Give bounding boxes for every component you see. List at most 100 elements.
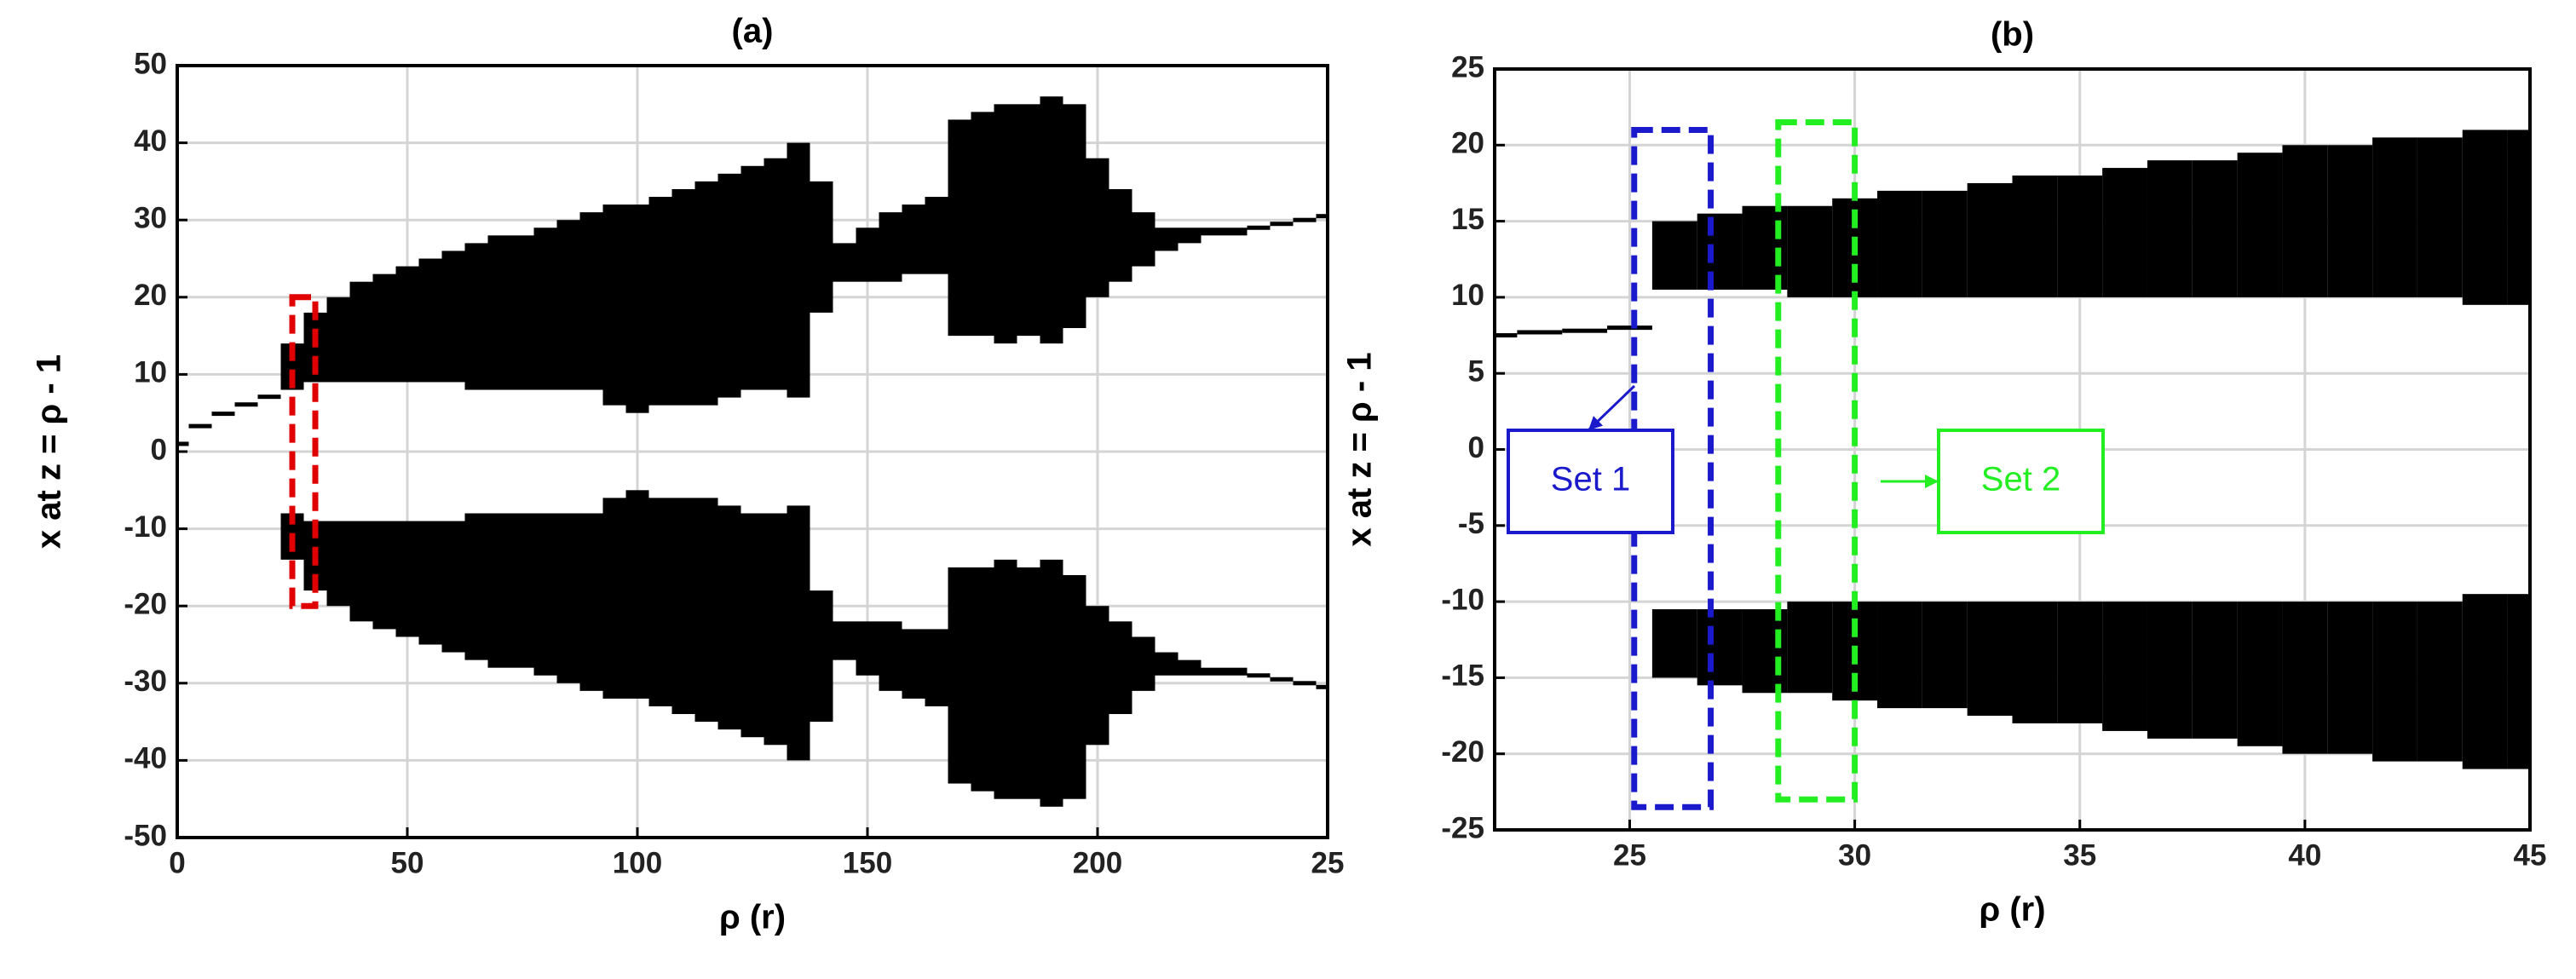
range-bar — [579, 513, 603, 691]
range-bar — [2102, 168, 2147, 297]
range-bar — [2192, 602, 2238, 739]
range-bar — [810, 590, 833, 723]
x-tick-label: 50 — [391, 846, 424, 879]
y-tick-label: -25 — [1441, 811, 1484, 844]
x-tick-label: 35 — [2063, 838, 2096, 872]
range-bar — [1063, 574, 1086, 799]
y-tick-label: 10 — [134, 356, 167, 389]
range-bar — [2507, 594, 2530, 769]
range-bar — [625, 204, 649, 413]
range-bar — [1877, 602, 1922, 709]
y-tick-label: -20 — [1441, 735, 1484, 769]
x-tick-label: 150 — [843, 846, 892, 879]
range-bar — [1697, 609, 1743, 686]
range-bar — [2147, 160, 2193, 297]
range-bar — [418, 521, 442, 645]
range-bar — [1316, 684, 1328, 689]
range-bar — [2462, 130, 2508, 305]
range-bar — [1132, 212, 1155, 267]
range-bar — [1201, 667, 1225, 676]
chart: 0 50 100 150 200 25 -50 -40 -30 -20 -10 0 10 20 30 40 50… — [31, 13, 1345, 936]
range-bar — [1517, 330, 1563, 335]
range-bar — [1132, 636, 1155, 691]
range-bar — [625, 490, 649, 699]
range-bar — [418, 258, 442, 383]
range-bar — [741, 165, 764, 390]
y-tick-label: -15 — [1441, 659, 1484, 693]
range-bar — [1787, 602, 1833, 694]
range-bar — [188, 423, 212, 429]
range-bar — [1040, 559, 1063, 807]
range-bar — [487, 513, 511, 668]
range-bar — [787, 142, 810, 398]
range-bar — [1224, 227, 1248, 236]
highlight-box — [1631, 126, 1714, 810]
range-bar — [533, 513, 557, 676]
range-bar — [833, 621, 856, 660]
range-bar — [2102, 602, 2147, 731]
highlight-box — [289, 294, 319, 609]
chart-title: (a) — [732, 13, 774, 50]
range-bar — [902, 629, 925, 699]
label-box — [1937, 429, 2105, 534]
range-bar — [510, 235, 534, 390]
range-bar — [648, 197, 672, 406]
range-bar — [787, 505, 810, 761]
range-bar — [556, 220, 580, 390]
range-bar — [1017, 567, 1040, 799]
range-bar — [2237, 602, 2283, 746]
y-tick-label: -50 — [124, 819, 167, 852]
range-bar — [326, 297, 350, 383]
range-bar — [1742, 609, 1788, 694]
range-bar — [948, 567, 971, 784]
range-bar — [464, 243, 488, 390]
range-bar — [177, 441, 189, 446]
range-bar — [1201, 227, 1225, 236]
range-bar — [1495, 333, 1518, 338]
label-box — [1507, 429, 1674, 534]
range-bar — [2327, 145, 2373, 297]
range-bar — [648, 498, 672, 706]
range-bar — [2057, 602, 2103, 723]
range-bar — [671, 188, 695, 406]
y-tick-label: 5 — [1468, 354, 1484, 388]
x-axis-label: ρ (r) — [1979, 891, 2045, 929]
y-tick-label: 40 — [134, 124, 167, 158]
y-tick-label: -20 — [124, 587, 167, 620]
range-bar — [556, 513, 580, 683]
range-bar — [533, 227, 557, 390]
range-bar — [602, 204, 626, 406]
y-tick-label: 0 — [1468, 431, 1484, 464]
range-bar — [971, 567, 994, 792]
range-bar — [211, 412, 235, 417]
y-tick-label: 10 — [1451, 279, 1484, 312]
range-bar — [717, 173, 741, 398]
range-bar — [2147, 602, 2193, 739]
range-bar — [579, 212, 603, 390]
y-tick-label: 15 — [1451, 203, 1484, 236]
x-tick-label: 0 — [169, 846, 185, 879]
range-bar — [1922, 190, 1968, 297]
x-axis-label: ρ (r) — [719, 899, 786, 936]
range-bar — [326, 521, 350, 607]
y-tick-label: 20 — [134, 279, 167, 312]
range-bar — [2417, 137, 2463, 297]
y-tick-label: 0 — [151, 433, 167, 466]
range-bar — [257, 394, 281, 400]
range-bar — [1877, 190, 1922, 297]
range-bar — [856, 621, 879, 676]
range-bar — [234, 402, 258, 407]
x-tick-label: 200 — [1073, 846, 1122, 879]
range-bar — [395, 521, 419, 637]
range-bar — [1922, 602, 1968, 709]
range-bar — [925, 197, 948, 274]
range-bar — [879, 212, 902, 282]
range-bar — [2372, 137, 2418, 297]
range-bar — [833, 243, 856, 282]
range-bar — [487, 235, 511, 390]
range-bar — [2507, 130, 2530, 305]
range-bar — [1607, 325, 1652, 331]
y-tick-label: -10 — [124, 510, 167, 544]
y-tick-label: 30 — [134, 201, 167, 234]
